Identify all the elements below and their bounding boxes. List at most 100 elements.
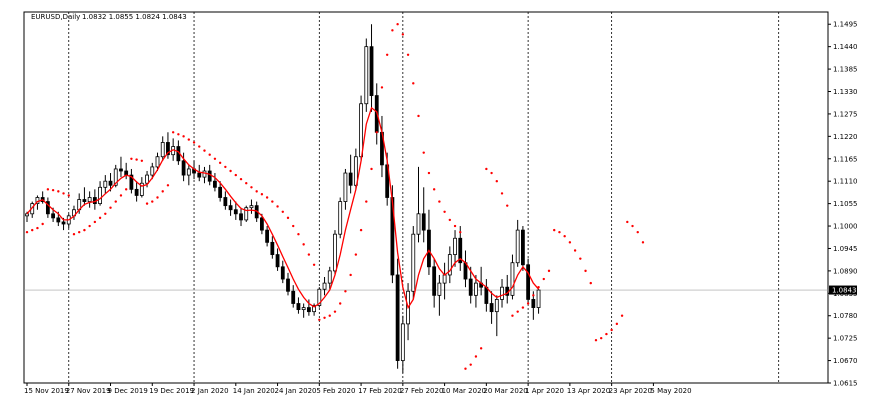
candle[interactable] [275,248,280,271]
candle[interactable] [233,201,238,220]
x-tick-label: 10 Mar 2020 [442,387,486,395]
candle-body [416,213,421,235]
candle[interactable] [134,181,139,202]
candle[interactable] [526,258,531,304]
sar-dot [485,167,488,171]
sar-dot [192,141,196,144]
candle[interactable] [395,258,400,369]
candle[interactable] [447,246,452,284]
candle[interactable] [453,230,457,267]
candle[interactable] [218,181,223,202]
candle[interactable] [515,219,520,267]
sar-dot [636,230,639,234]
candle[interactable] [213,173,217,192]
sar-dot [443,210,446,213]
candle[interactable] [421,187,426,243]
candle-body [197,172,202,178]
sar-dot [521,306,525,309]
candle[interactable] [458,226,463,271]
candle[interactable] [411,226,416,300]
candle[interactable] [474,274,478,308]
candle[interactable] [186,164,191,186]
candle[interactable] [181,152,186,182]
candle[interactable] [129,168,134,194]
candle[interactable] [521,226,525,271]
candle[interactable] [223,191,228,210]
current-price-label: 1.0843 [832,287,857,295]
candle[interactable] [343,168,348,210]
candle[interactable] [312,303,317,316]
candle-body [322,282,327,290]
candle[interactable] [82,187,87,206]
candle[interactable] [348,154,353,194]
candle[interactable] [432,258,437,308]
candle[interactable] [416,166,421,243]
candle[interactable] [500,279,504,308]
candle[interactable] [333,230,337,275]
candle[interactable] [166,132,170,159]
candle[interactable] [536,289,541,314]
y-tick-label: 1.0945 [833,245,858,253]
candle[interactable] [265,226,270,247]
candle[interactable] [338,197,343,239]
candle-body [98,186,102,205]
candle[interactable] [139,177,144,198]
y-tick-label: 1.0615 [833,380,858,388]
candle-body [103,180,108,188]
candle-body [432,266,437,296]
candle[interactable] [400,315,405,373]
candle[interactable] [437,274,442,316]
candle-body [150,166,155,176]
candle[interactable] [87,191,92,208]
candle[interactable] [103,175,108,194]
candle[interactable] [119,156,123,178]
sar-dot [255,190,258,193]
candle[interactable] [259,213,264,235]
parabolic-sar [25,23,645,370]
candle[interactable] [239,207,243,227]
candle[interactable] [353,148,358,190]
candle[interactable] [494,295,499,337]
candle[interactable] [291,285,296,308]
candle[interactable] [468,266,473,304]
candle[interactable] [280,260,285,284]
candle[interactable] [249,199,254,214]
sar-dot [605,332,608,336]
candle[interactable] [244,205,249,222]
candle[interactable] [301,303,306,318]
candle[interactable] [327,266,332,290]
candle[interactable] [306,299,311,316]
candle[interactable] [207,164,212,186]
candle[interactable] [150,162,155,180]
candle[interactable] [202,166,207,184]
candle-body [453,237,457,255]
candle[interactable] [155,152,160,171]
candle[interactable] [364,38,369,112]
candle-body [213,180,217,188]
candle-body [155,156,160,168]
candle[interactable] [286,272,290,296]
x-tick-label: 17 Feb 2020 [358,387,402,395]
sar-dot [438,200,441,203]
candle[interactable] [197,164,202,182]
candle[interactable] [510,254,515,300]
candle-body [296,303,301,311]
candle[interactable] [45,197,50,218]
candle[interactable] [489,291,494,324]
candle[interactable] [228,199,233,216]
candle[interactable] [98,181,102,206]
candle[interactable] [322,277,327,296]
price-axis[interactable]: 1.1495 1.1440 1.1385 1.1330 1.1275 1.1220 1.11… [828,21,858,388]
candle[interactable] [369,24,374,112]
candle[interactable] [296,297,301,314]
candle[interactable] [270,236,275,259]
sar-dot [490,171,493,175]
sar-dot [459,230,462,234]
candle[interactable] [427,209,431,275]
sar-dot [171,131,175,134]
sar-dot [224,165,227,169]
candle[interactable] [160,136,165,161]
